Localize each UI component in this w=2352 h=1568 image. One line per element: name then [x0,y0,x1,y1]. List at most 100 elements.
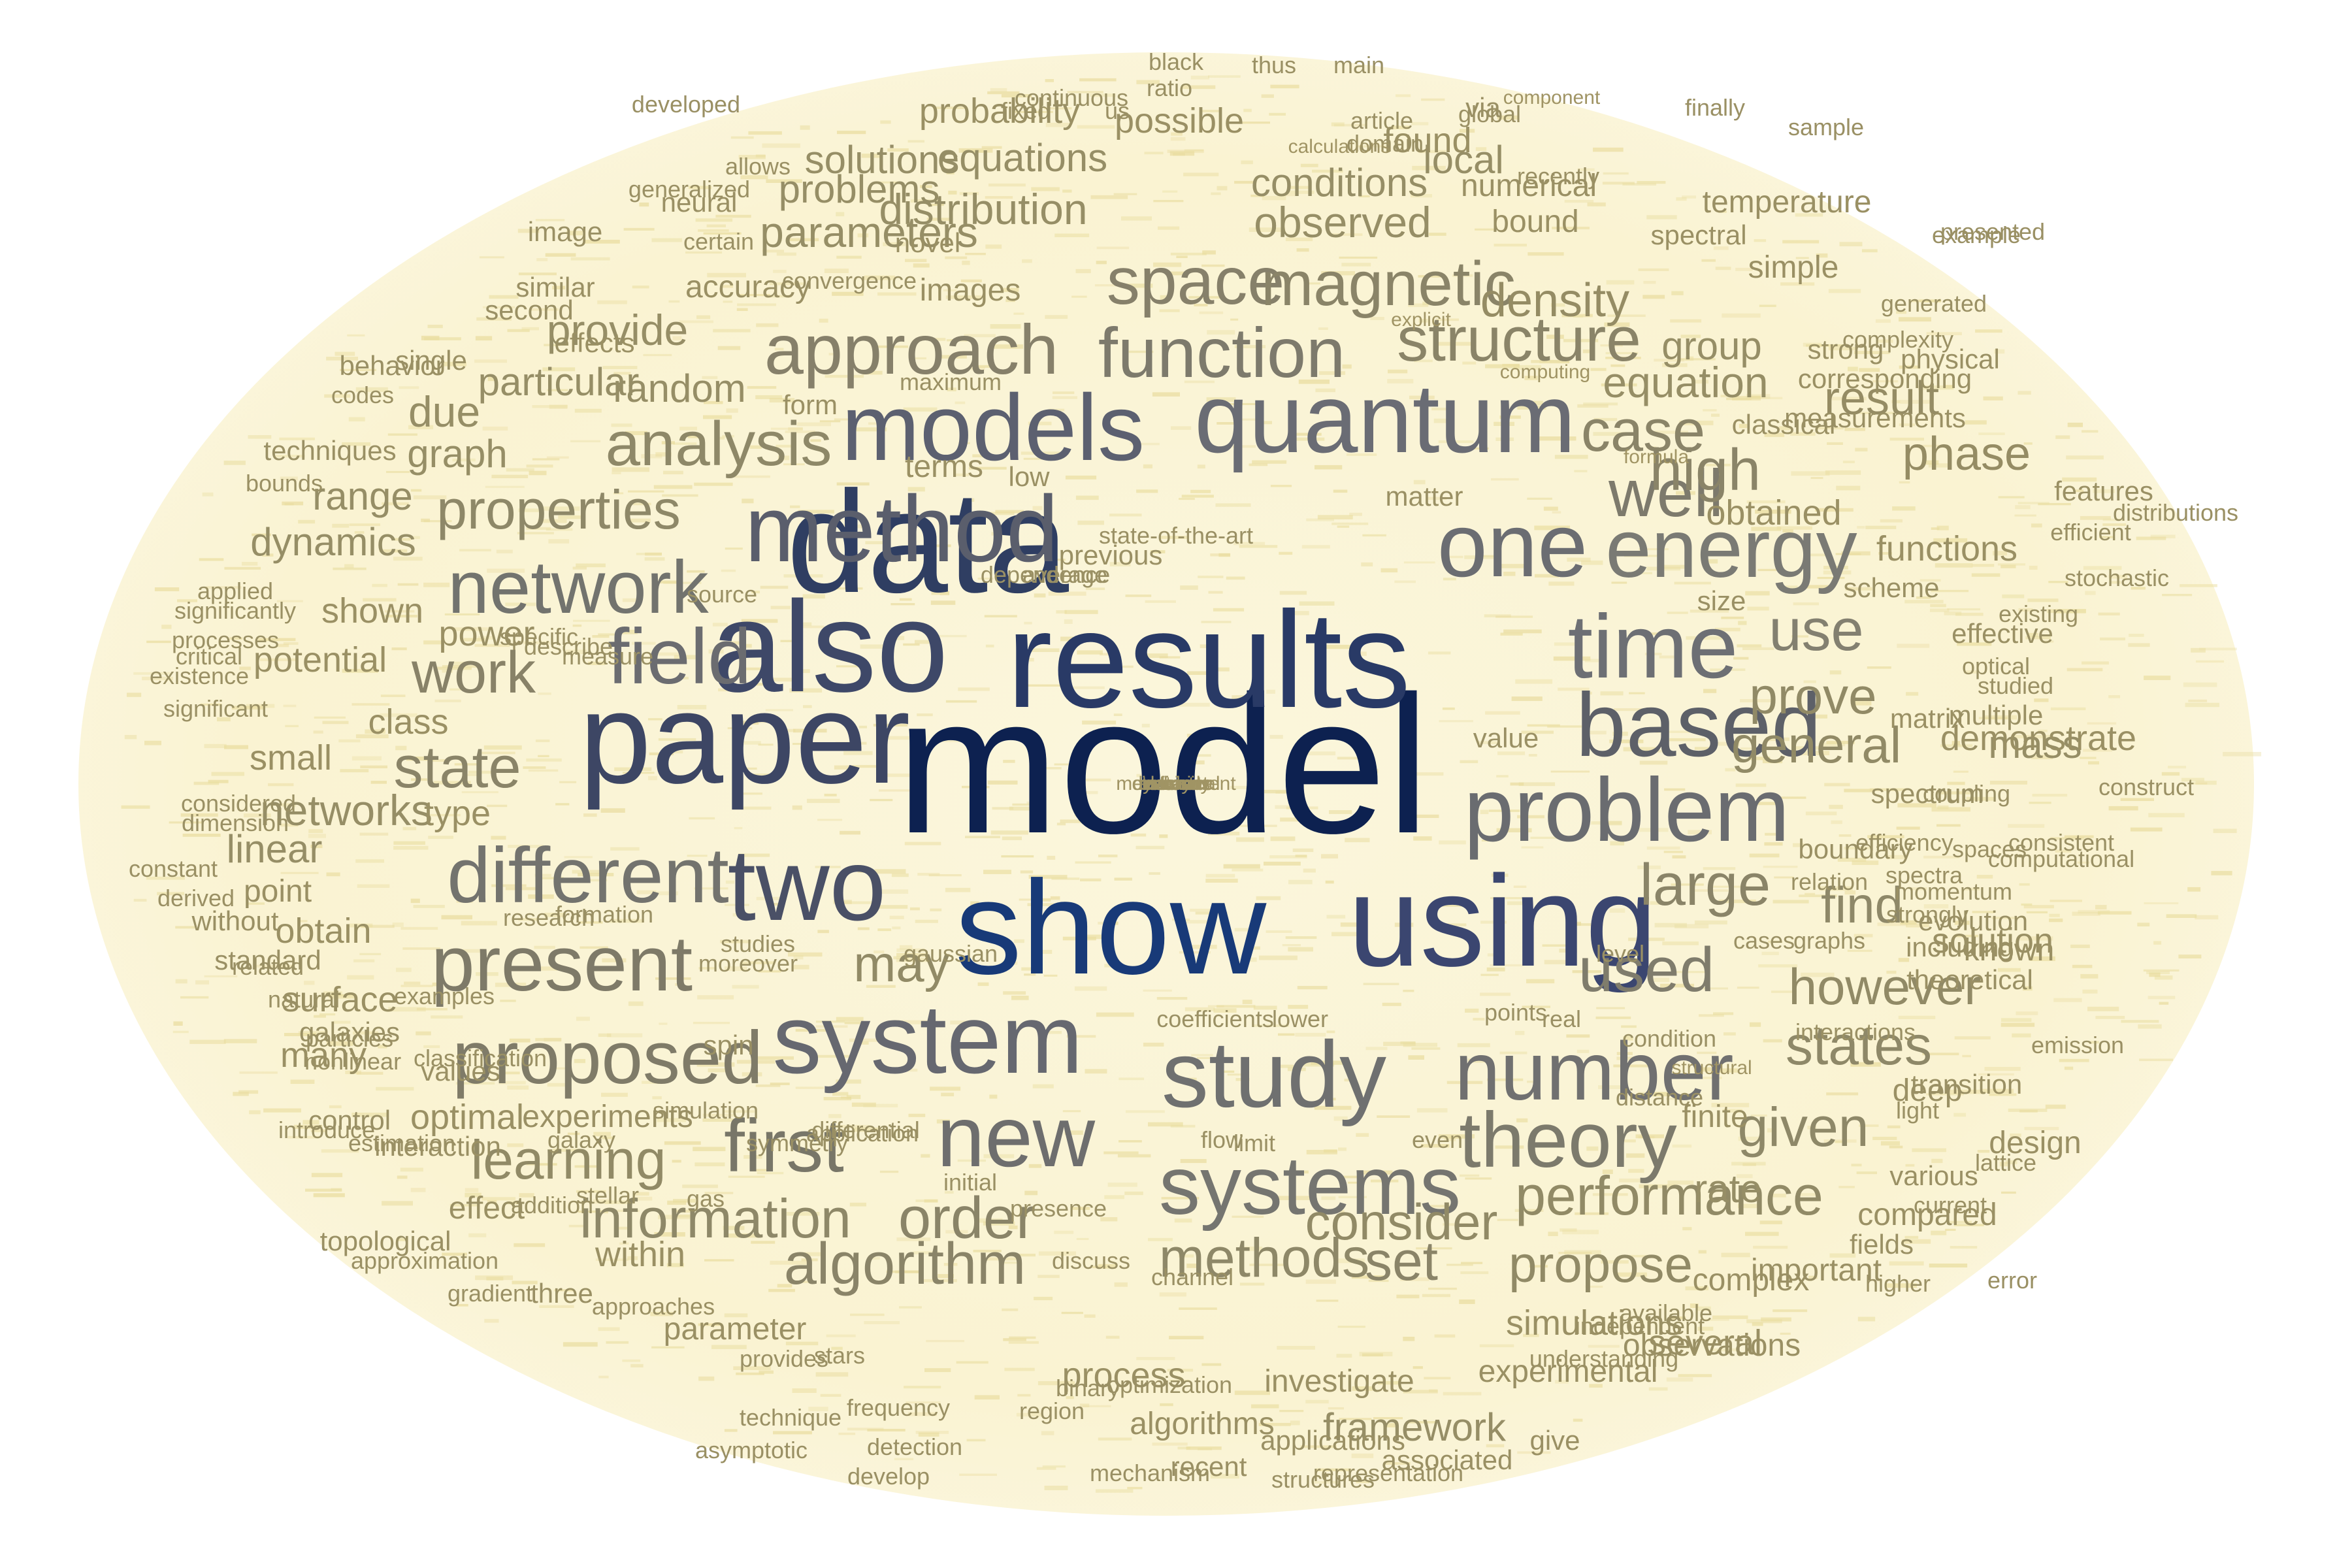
texture-stroke [2008,824,2045,828]
cloud-word: paper [579,666,911,810]
texture-stroke [2153,941,2162,945]
texture-stroke [1742,647,1774,650]
texture-stroke [1663,851,1683,853]
texture-stroke [359,832,389,836]
texture-stroke [885,774,919,777]
cloud-word: recently [1516,163,1600,189]
texture-stroke [382,1201,413,1206]
cloud-word: similar [515,272,595,302]
cloud-word: particles [305,1025,394,1052]
texture-stroke [305,1188,342,1192]
texture-stroke [169,821,203,824]
texture-stroke [698,967,716,970]
texture-stroke [918,1432,939,1437]
texture-stroke [1581,560,1603,565]
texture-stroke [2191,647,2206,653]
cloud-word: coupling [1922,780,2011,807]
texture-stroke [506,468,534,472]
texture-stroke [1064,610,1098,614]
texture-stroke [229,637,243,640]
texture-stroke [720,939,751,943]
texture-stroke [983,870,1011,874]
texture-stroke [981,512,1015,515]
texture-stroke [144,740,161,745]
texture-stroke [1649,977,1670,982]
texture-stroke [1301,545,1330,549]
texture-stroke [907,487,925,492]
texture-stroke [817,819,843,821]
texture-stroke [896,948,925,953]
texture-stroke [298,519,316,524]
texture-stroke [304,981,315,985]
cloud-word: fields [1849,1229,1914,1260]
texture-stroke [1411,1047,1441,1050]
texture-stroke [717,346,741,350]
texture-stroke [355,387,388,392]
texture-stroke [326,872,340,877]
cloud-word: emission [2031,1032,2125,1058]
texture-stroke [1916,596,1931,599]
texture-stroke [208,779,229,783]
cloud-word: develop [847,1463,930,1490]
texture-stroke [1510,782,1524,786]
cloud-word: using [1348,849,1658,993]
texture-stroke [489,295,519,299]
texture-stroke [1060,819,1085,823]
texture-stroke [721,285,733,288]
texture-stroke [1143,464,1152,468]
texture-stroke [1763,1039,1782,1043]
texture-stroke [1856,1171,1877,1175]
texture-stroke [566,231,583,236]
texture-stroke [1252,1024,1289,1027]
texture-stroke [1805,892,1816,895]
texture-stroke [1611,581,1627,584]
texture-stroke [395,745,407,751]
texture-stroke [175,979,188,984]
cloud-word: measurement [1116,773,1236,794]
texture-stroke [832,291,864,296]
texture-stroke [314,716,346,719]
cloud-word: large [1639,853,1771,918]
texture-stroke [1534,525,1571,531]
texture-stroke [463,638,485,642]
texture-stroke [725,547,743,550]
texture-stroke [770,427,803,430]
texture-stroke [1152,1443,1188,1446]
texture-stroke [1989,1093,2017,1096]
texture-stroke [1411,194,1432,198]
texture-stroke [428,836,453,840]
cloud-word: density [1480,274,1630,327]
texture-stroke [677,705,707,710]
texture-stroke [742,792,762,795]
texture-stroke [1930,608,1950,612]
texture-stroke [633,1196,653,1201]
cloud-word: via [1465,92,1501,123]
texture-stroke [1695,1306,1711,1311]
texture-stroke [1418,150,1446,154]
texture-stroke [774,348,784,351]
texture-stroke [453,661,469,666]
texture-stroke [977,365,995,368]
texture-stroke [630,1364,644,1367]
texture-stroke [1954,921,1970,925]
texture-stroke [1886,970,1897,974]
texture-stroke [1803,680,1816,683]
texture-stroke [1312,169,1343,173]
texture-stroke [2002,594,2025,598]
texture-stroke [1517,405,1546,410]
texture-stroke [1073,778,1111,781]
texture-stroke [955,401,966,404]
texture-stroke [655,977,691,980]
texture-stroke [402,947,440,950]
texture-stroke [1646,1092,1669,1097]
texture-stroke [795,1028,829,1032]
texture-stroke [180,813,218,817]
texture-stroke [1564,1250,1601,1254]
texture-stroke [1899,365,1920,369]
cloud-word: low [1008,461,1050,492]
texture-stroke [2223,751,2262,757]
texture-stroke [200,703,222,706]
cloud-word: solutions [804,138,960,182]
texture-stroke [202,492,214,497]
texture-stroke [673,442,697,445]
